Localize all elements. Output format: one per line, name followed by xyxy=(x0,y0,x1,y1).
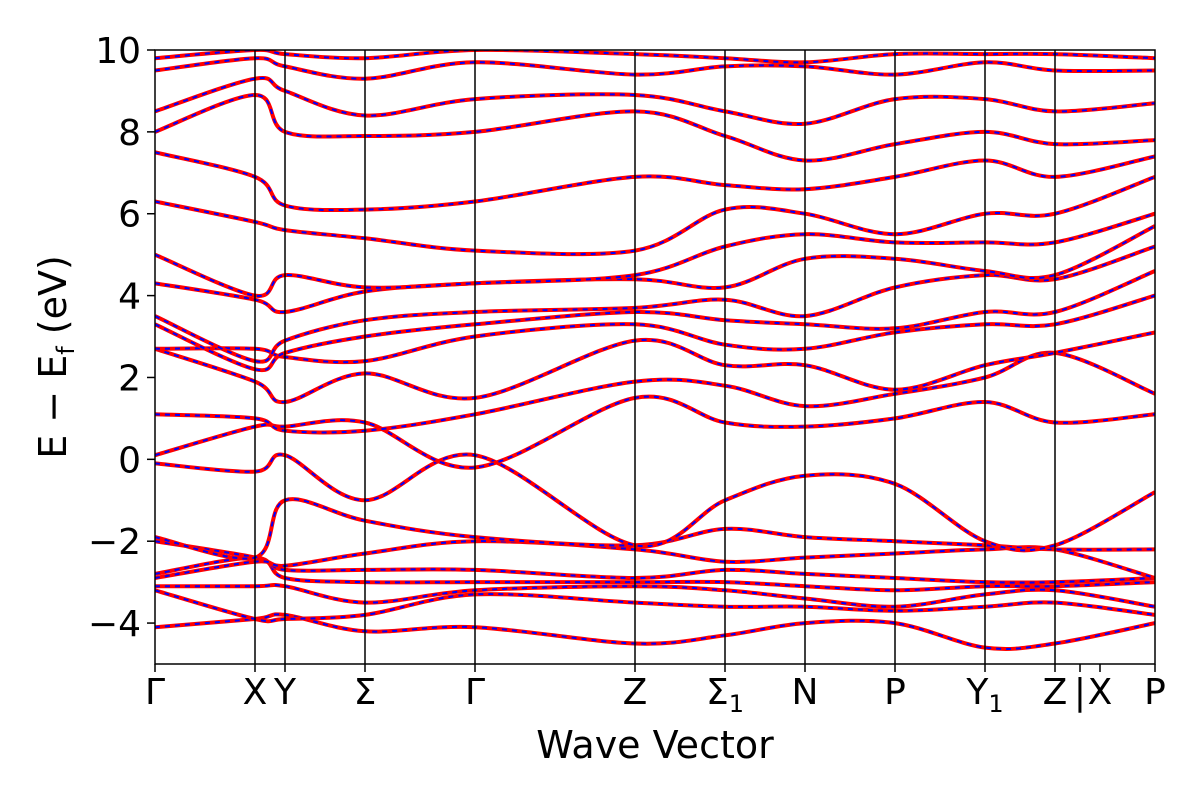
x-axis-label: Wave Vector xyxy=(536,723,774,767)
y-axis-label-main: E − E xyxy=(31,355,75,459)
band-line-18 xyxy=(155,93,1155,163)
x-tick-label-9: Y1 xyxy=(965,672,1003,718)
x-tick-label-13: P xyxy=(1144,672,1166,713)
x-tick-label-main-9: Y xyxy=(965,672,989,713)
x-tick-label-3: Σ xyxy=(354,672,377,713)
x-tick-label-0: Γ xyxy=(145,672,165,713)
y-tick-label-2: 0 xyxy=(118,440,141,481)
y-tick-label-7: 10 xyxy=(95,31,141,72)
x-tick-label-11: | xyxy=(1074,672,1086,713)
y-axis-label-subscript: f xyxy=(52,346,80,355)
band-line-17 xyxy=(155,150,1155,213)
x-tick-label-main-6: Σ xyxy=(706,672,729,713)
x-tick-label-main-11: | xyxy=(1074,672,1086,713)
band-line-dashed-18 xyxy=(155,93,1155,162)
x-tick-label-main-12: X xyxy=(1088,672,1113,713)
x-tick-label-sub-9: 1 xyxy=(988,690,1003,718)
x-tick-label-main-8: P xyxy=(884,672,906,713)
x-tick-label-main-10: Z xyxy=(1043,672,1068,713)
x-tick-label-4: Γ xyxy=(465,672,485,713)
band-line-dashed-17 xyxy=(155,151,1155,212)
band-line-19 xyxy=(155,75,1155,126)
bands-group xyxy=(155,50,1155,651)
x-tick-label-8: P xyxy=(884,672,906,713)
x-tick-label-2: Y xyxy=(273,672,297,713)
band-line-dashed-19 xyxy=(155,76,1155,125)
x-tick-label-main-13: P xyxy=(1144,672,1166,713)
y-axis-label: E − Ef (eV) xyxy=(31,255,80,459)
x-tick-label-main-4: Γ xyxy=(465,672,485,713)
y-axis-label-unit: (eV) xyxy=(31,255,75,346)
x-tick-label-main-1: X xyxy=(243,672,268,713)
band-line-1 xyxy=(155,588,1155,624)
x-tick-label-sub-6: 1 xyxy=(729,690,744,718)
band-line-dashed-13 xyxy=(155,245,1155,363)
y-tick-label-0: −4 xyxy=(88,604,141,645)
x-tick-label-10: Z xyxy=(1043,672,1068,713)
x-tick-label-12: X xyxy=(1088,672,1113,713)
x-tick-label-1: X xyxy=(243,672,268,713)
x-tick-label-main-5: Z xyxy=(623,672,648,713)
y-tick-label-3: 2 xyxy=(118,358,141,399)
band-line-9 xyxy=(155,350,1155,435)
band-line-dashed-12 xyxy=(155,270,1155,372)
kpoint-separators xyxy=(254,50,1056,664)
band-line-dashed-9 xyxy=(155,351,1155,434)
plot-frame xyxy=(154,49,1156,665)
x-tick-label-main-2: Y xyxy=(273,672,297,713)
x-axis-ticks: Γ X Y Σ Γ Z Σ1 N P Y1 Z | X P xyxy=(145,664,1166,718)
x-tick-label-6: Σ1 xyxy=(706,672,744,718)
band-line-13 xyxy=(155,244,1155,364)
y-tick-label-1: −2 xyxy=(88,522,141,563)
band-line-dashed-15 xyxy=(155,212,1155,297)
band-line-15 xyxy=(155,211,1155,298)
y-axis-ticks: −4 −2 0 2 4 6 8 10 xyxy=(88,31,155,645)
x-tick-label-main-0: Γ xyxy=(145,672,165,713)
x-tick-label-main-7: N xyxy=(792,672,819,713)
x-tick-label-5: Z xyxy=(623,672,648,713)
band-line-20 xyxy=(155,56,1155,81)
y-tick-label-5: 6 xyxy=(118,195,141,236)
band-line-12 xyxy=(155,269,1155,373)
y-tick-label-6: 8 xyxy=(118,113,141,154)
x-tick-label-main-3: Σ xyxy=(354,672,377,713)
y-tick-label-4: 4 xyxy=(118,277,141,318)
x-tick-label-7: N xyxy=(792,672,819,713)
